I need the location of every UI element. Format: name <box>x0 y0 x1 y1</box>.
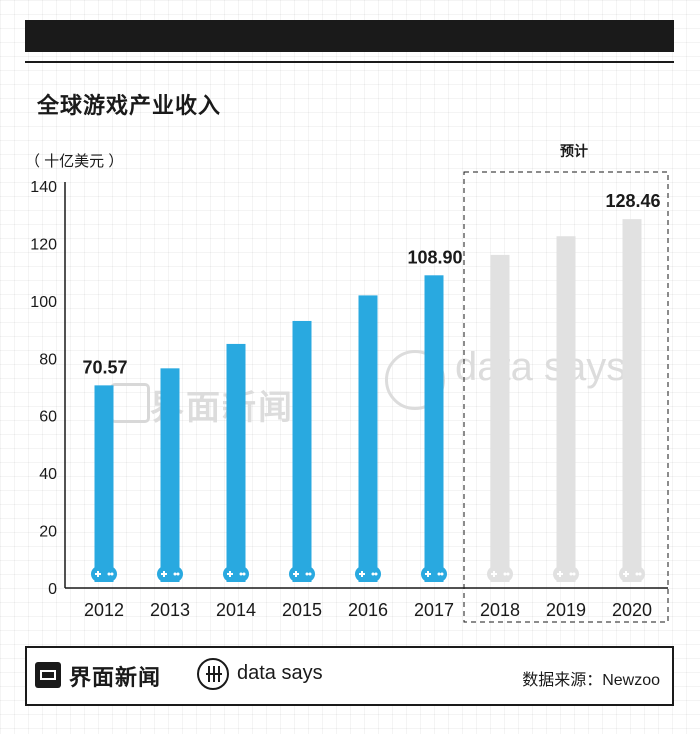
bar-2015 <box>292 320 312 582</box>
forecast-label: 预计 <box>560 143 588 159</box>
gamepad-button <box>374 572 378 576</box>
header-bar <box>25 20 674 52</box>
gamepad-button <box>572 572 576 576</box>
gamepad-dpad-v <box>163 571 165 577</box>
gamepad-dpad-v <box>493 571 495 577</box>
y-tick-label: 0 <box>48 581 57 598</box>
data-label: 128.46 <box>605 191 660 211</box>
gamepad-dpad-v <box>625 571 627 577</box>
gamepad-icon <box>421 566 447 582</box>
gamepad-icon <box>553 566 579 582</box>
gamepad-icon <box>289 566 315 582</box>
gamepad-button <box>503 572 507 576</box>
y-tick-label: 100 <box>30 294 57 311</box>
gamepad-dpad-v <box>361 571 363 577</box>
x-tick-label: 2018 <box>480 600 520 620</box>
bar-2020 <box>622 219 642 582</box>
bar-chart: 0 20 40 60 80 100 120 140 2012 2013 2014 2015 2016 20… <box>30 171 669 623</box>
gamepad-button <box>371 572 375 576</box>
footer-brand: 界面新闻 <box>69 665 162 690</box>
header-rule <box>25 61 674 63</box>
y-tick-label: 140 <box>30 179 57 196</box>
gamepad-button <box>440 572 444 576</box>
gamepad-button <box>635 572 639 576</box>
watermark-tagline: data says <box>455 345 627 389</box>
gamepad-dpad-v <box>295 571 297 577</box>
bar-2014 <box>226 343 246 582</box>
gamepad-button <box>437 572 441 576</box>
x-tick-label: 2016 <box>348 600 388 620</box>
footer: 界面新闻 data says 数据来源：Newzoo <box>25 646 674 706</box>
gamepad-dpad-v <box>427 571 429 577</box>
gamepad-button <box>176 572 180 576</box>
x-tick-label: 2017 <box>414 600 454 620</box>
gamepad-dpad-v <box>97 571 99 577</box>
forecast-box <box>463 171 669 623</box>
x-tick-label: 2014 <box>216 600 256 620</box>
gamepad-icon <box>91 566 117 582</box>
gamepad-icon <box>487 566 513 582</box>
gamepad-button <box>107 572 111 576</box>
chart-title: 全球游戏产业收入 <box>37 93 222 118</box>
x-tick-label: 2012 <box>84 600 124 620</box>
bar-2016 <box>358 295 378 582</box>
gamepad-button <box>569 572 573 576</box>
gamepad-button <box>506 572 510 576</box>
y-tick-label: 80 <box>39 351 57 368</box>
gamepad-dpad-v <box>229 571 231 577</box>
data-says-logo-icon <box>197 658 229 690</box>
unit-label: （ 十亿美元 ） <box>25 153 124 170</box>
bar-2013 <box>160 368 180 582</box>
gamepad-icon <box>619 566 645 582</box>
x-tick-label: 2019 <box>546 600 586 620</box>
gamepad-button <box>173 572 177 576</box>
y-tick-label: 40 <box>39 466 57 483</box>
data-source: 数据来源：Newzoo <box>522 672 660 689</box>
x-tick-label: 2015 <box>282 600 322 620</box>
gamepad-button <box>305 572 309 576</box>
gamepad-dpad-v <box>559 571 561 577</box>
bar-2017 <box>424 275 444 582</box>
gamepad-icon <box>157 566 183 582</box>
gamepad-icon <box>223 566 249 582</box>
gamepad-button <box>308 572 312 576</box>
gamepad-icon <box>355 566 381 582</box>
bar-2018 <box>490 254 510 582</box>
bar-2012 <box>94 385 114 582</box>
bar-2019 <box>556 236 576 582</box>
y-tick-label: 60 <box>39 409 57 426</box>
gamepad-button <box>239 572 243 576</box>
gamepad-button <box>110 572 114 576</box>
gamepad-button <box>638 572 642 576</box>
x-tick-label: 2020 <box>612 600 652 620</box>
gamepad-button <box>242 572 246 576</box>
y-tick-label: 20 <box>39 524 57 541</box>
footer-tagline: data says <box>237 662 323 684</box>
y-tick-label: 120 <box>30 236 57 253</box>
data-label: 70.57 <box>82 357 127 377</box>
jiemian-logo-icon <box>35 662 61 688</box>
data-label: 108.90 <box>407 247 462 267</box>
x-tick-label: 2013 <box>150 600 190 620</box>
